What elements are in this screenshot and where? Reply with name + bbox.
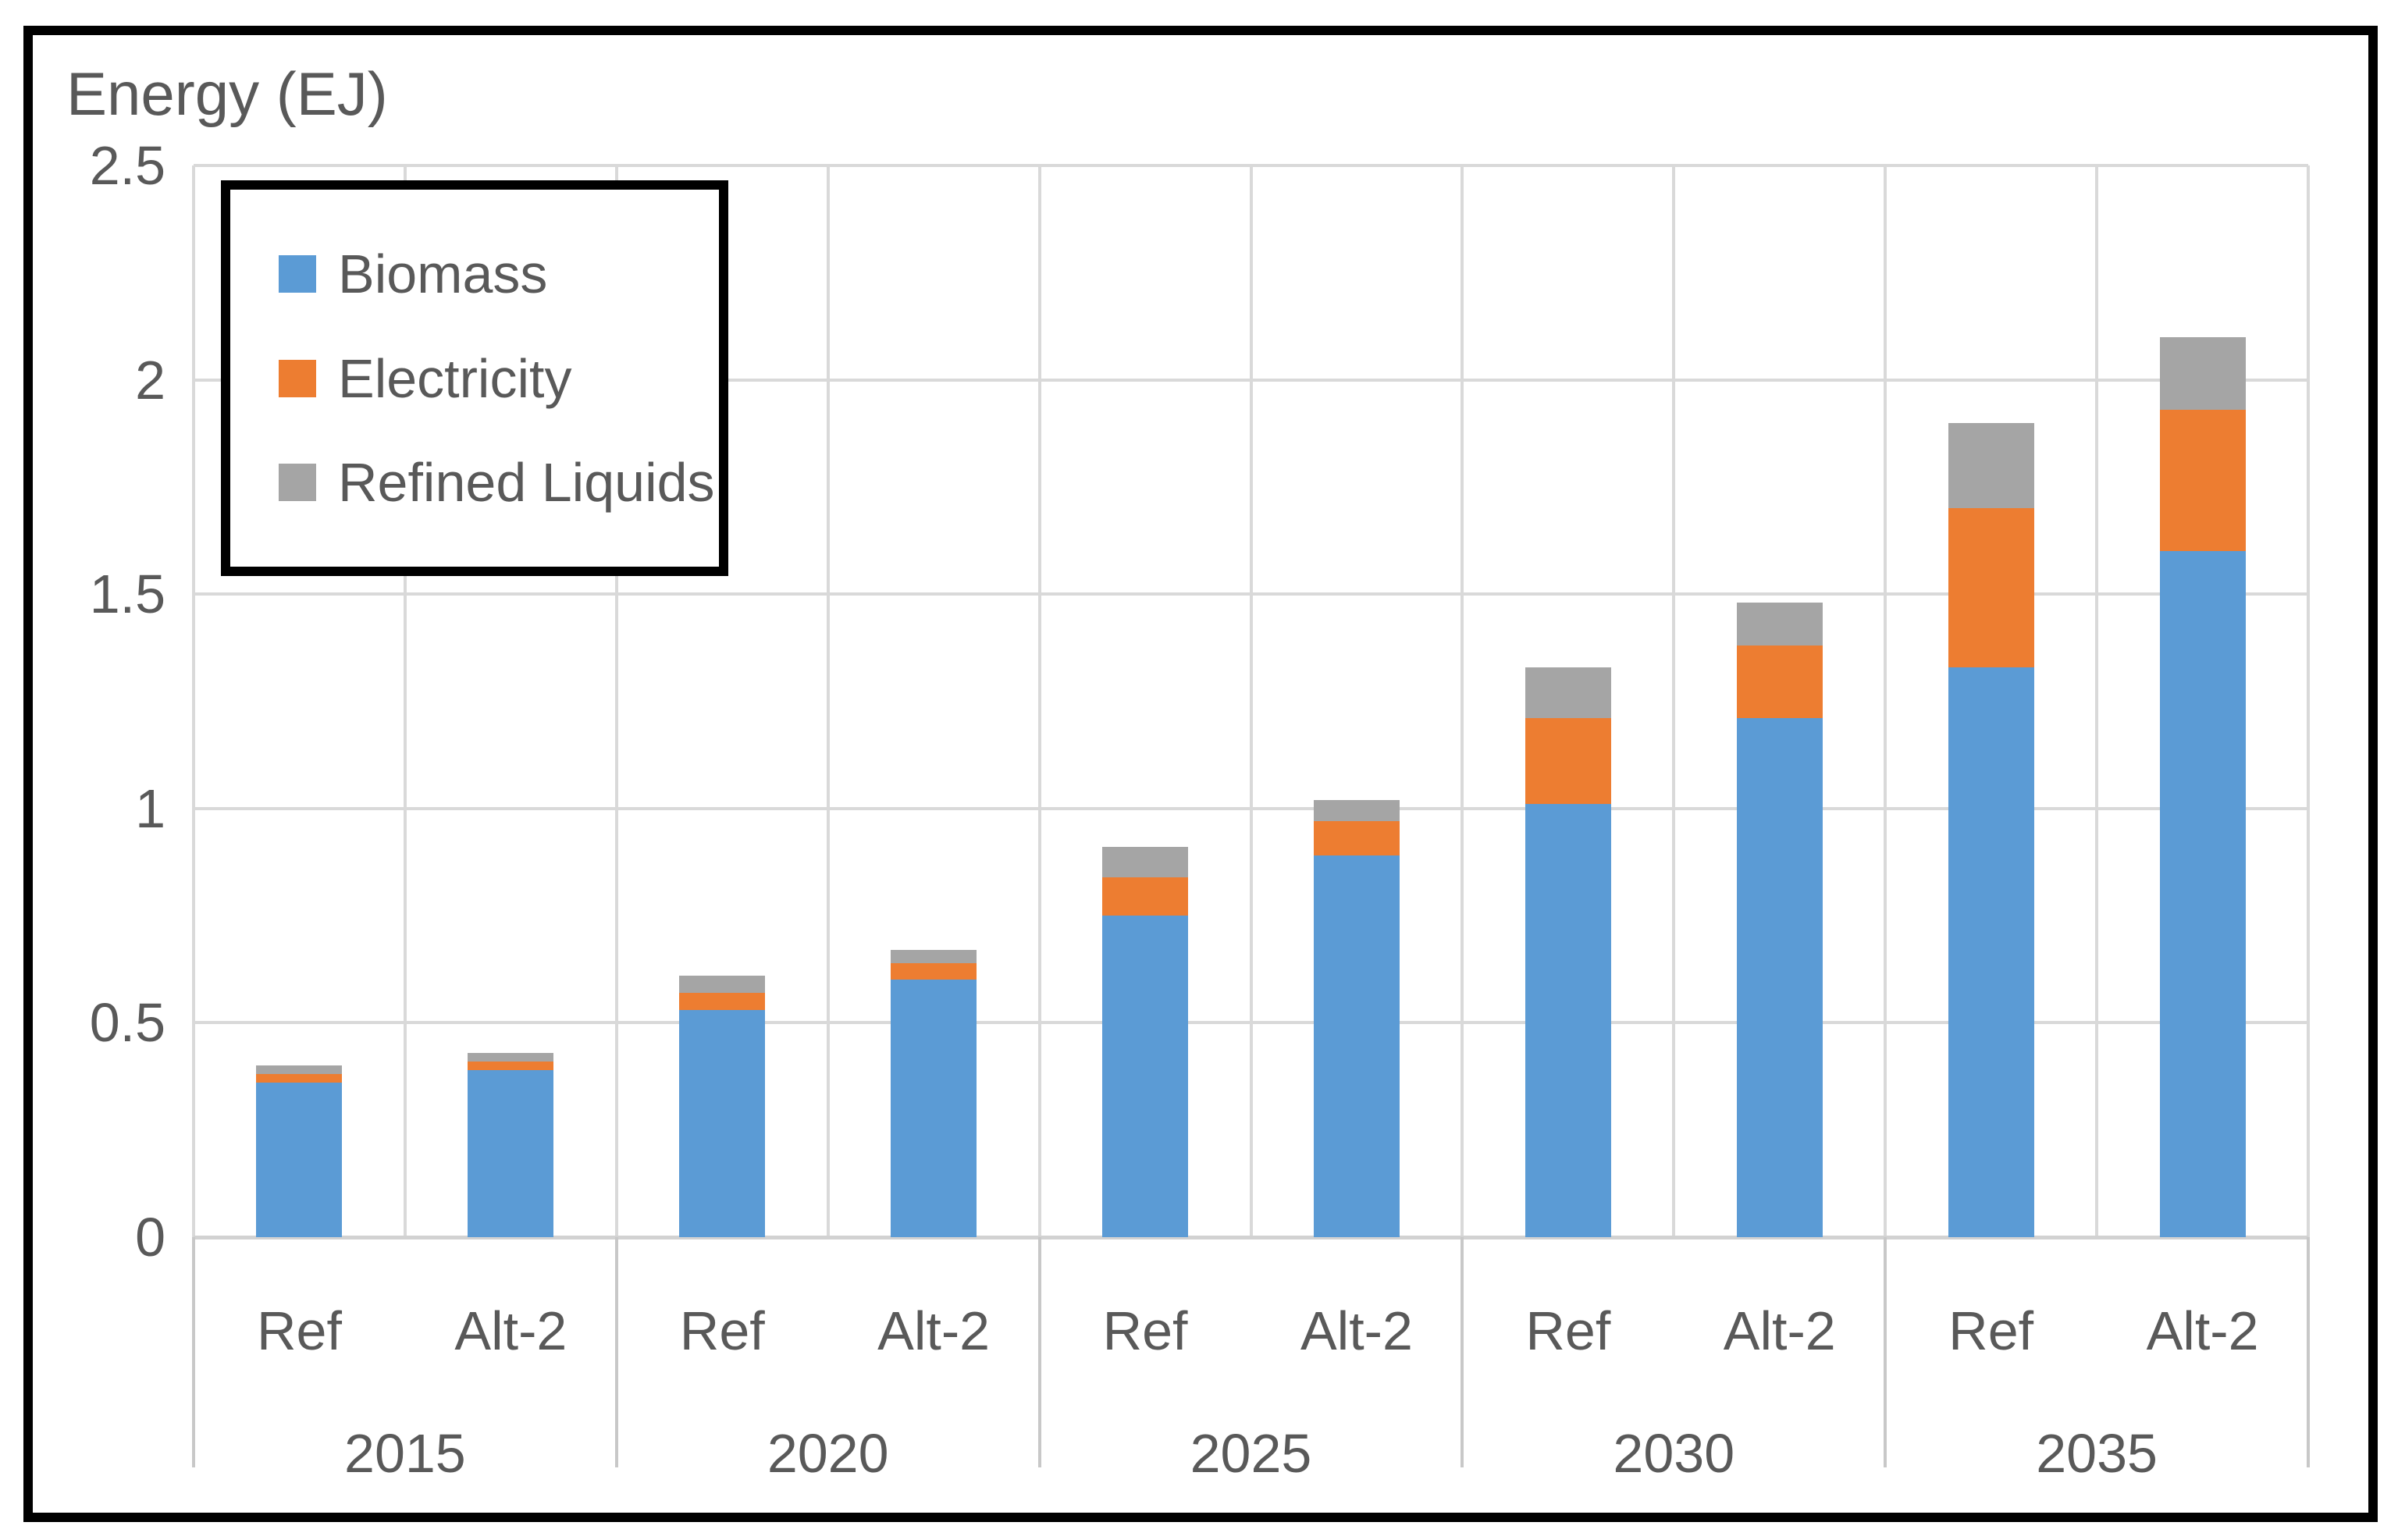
refined-liquids-swatch-icon [279,464,316,502]
axis-separator-5 [2307,1237,2310,1467]
bar-segment-2015-ref-refined-liquids [256,1065,343,1075]
x-scenario-label-5: Alt-2 [1300,1300,1413,1361]
y-tick-label-0.5: 0.5 [89,992,165,1054]
x-year-label-2035: 2035 [2036,1423,2158,1484]
y-tick-label-2: 2 [135,349,165,411]
legend-item-refined-liquids: Refined Liquids [279,451,715,514]
x-scenario-label-4: Ref [1102,1300,1188,1361]
gridline-v-6 [1461,165,1464,1237]
bar-segment-2015-alt-2-biomass [468,1069,554,1237]
bar-segment-2015-alt-2-electricity [468,1061,554,1070]
x-scenario-label-8: Ref [1948,1300,2034,1361]
gridline-v-7 [1672,165,1676,1237]
x-scenario-label-9: Alt-2 [2146,1300,2259,1361]
bar-segment-2035-ref-refined-liquids [1948,422,2034,509]
bar-segment-2020-alt-2-biomass [891,980,977,1237]
bar-segment-2035-ref-biomass [1948,667,2034,1237]
x-scenario-label-7: Alt-2 [1723,1300,1836,1361]
bar-segment-2025-alt-2-refined-liquids [1313,799,1400,822]
x-year-label-2025: 2025 [1190,1423,1312,1484]
bar-segment-2035-alt-2-refined-liquids [2159,336,2246,411]
x-axis-line [194,1236,2308,1239]
legend-label-electricity: Electricity [338,347,572,409]
axis-separator-2 [1037,1237,1041,1467]
bar-segment-2025-ref-refined-liquids [1102,847,1189,877]
x-year-label-2015: 2015 [344,1423,466,1484]
legend-item-biomass: Biomass [279,243,711,305]
bar-segment-2025-alt-2-electricity [1313,821,1400,856]
axis-separator-0 [192,1237,195,1467]
figure-frame: Energy (EJ) 0 0.5 1 1.5 2 2.5 Ref Alt-2 Ref Alt-2… [23,26,2378,1522]
bar-segment-2025-alt-2-biomass [1313,855,1400,1237]
legend: Biomass Electricity Refined Liquids [221,180,728,576]
gridline-v-4 [1037,165,1041,1237]
gridline-v-8 [1884,165,1887,1237]
chart-title: Energy (EJ) [66,59,388,128]
bar-segment-2030-alt-2-biomass [1736,718,1823,1237]
bar-segment-2025-ref-biomass [1102,916,1189,1237]
bar-segment-2035-ref-electricity [1948,508,2034,667]
x-year-label-2020: 2020 [767,1423,889,1484]
bar-segment-2020-ref-biomass [679,1009,766,1237]
y-tick-label-2.5: 2.5 [89,135,165,196]
biomass-swatch-icon [279,254,316,293]
bar-segment-2030-ref-biomass [1525,804,1611,1237]
x-scenario-label-0: Ref [256,1300,342,1361]
bar-segment-2035-alt-2-biomass [2159,551,2246,1237]
x-scenario-label-6: Ref [1525,1300,1611,1361]
bar-segment-2020-ref-electricity [679,992,766,1010]
gridline-v-2 [614,165,618,1237]
gridline-v-0 [192,165,195,1237]
bar-segment-2015-alt-2-refined-liquids [468,1052,554,1062]
electricity-swatch-icon [279,359,316,397]
gridline-v-9 [2095,165,2099,1237]
gridline-v-1 [403,165,407,1237]
x-scenario-label-1: Alt-2 [454,1300,567,1361]
legend-label-biomass: Biomass [338,243,548,304]
x-year-label-2030: 2030 [1613,1423,1735,1484]
axis-separator-3 [1461,1237,1464,1467]
bar-segment-2030-alt-2-electricity [1736,646,1823,719]
legend-label-refined-liquids: Refined Liquids [338,452,715,514]
bar-segment-2030-ref-refined-liquids [1525,667,1611,719]
legend-item-electricity: Electricity [279,347,711,410]
y-tick-label-0: 0 [135,1207,165,1268]
axis-separator-1 [614,1237,618,1467]
bar-segment-2015-ref-electricity [256,1074,343,1083]
bar-segment-2030-alt-2-refined-liquids [1736,603,1823,646]
bar-segment-2020-alt-2-electricity [891,962,977,980]
bar-segment-2025-ref-electricity [1102,877,1189,916]
y-tick-label-1: 1 [135,777,165,839]
y-tick-label-1.5: 1.5 [89,564,165,625]
bar-segment-2020-ref-refined-liquids [679,975,766,993]
gridline-v-5 [1249,165,1253,1237]
x-scenario-label-3: Alt-2 [877,1300,991,1361]
axis-separator-4 [1884,1237,1887,1467]
gridline-v-3 [826,165,830,1237]
bar-segment-2035-alt-2-electricity [2159,410,2246,552]
x-scenario-label-2: Ref [679,1300,765,1361]
bar-segment-2015-ref-biomass [256,1083,343,1237]
gridline-v-10 [2307,165,2310,1237]
bar-segment-2030-ref-electricity [1525,718,1611,805]
bar-segment-2020-alt-2-refined-liquids [891,950,977,963]
